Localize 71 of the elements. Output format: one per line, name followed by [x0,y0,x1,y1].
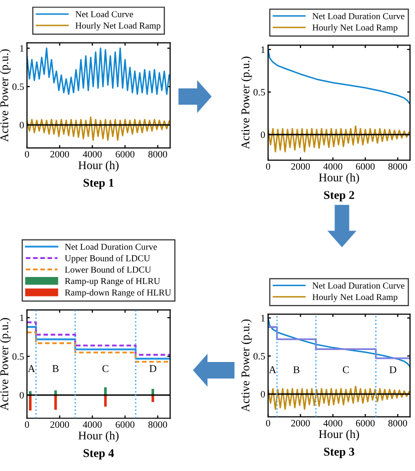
annotation: A [268,366,276,374]
y-tick-label: 0.5 [254,352,265,360]
text: Step 2 [324,191,354,202]
annotation: D [389,366,396,374]
y-tick-label: 1 [261,314,265,322]
x-tick-label: 6000 [356,420,375,426]
legend-label: Net Load Duration Curve [312,12,404,20]
legend-label: Upper Bound of LDCU [64,254,150,264]
y-tick-label: 0 [20,122,24,128]
legend-label: Hourly Net Load Ramp [312,24,398,32]
x-axis-title: Hour (h) [318,430,360,441]
annotation: B [293,366,300,374]
line-series [268,48,410,105]
x-axis-title: Hour (h) [78,431,119,442]
x-axis-title: Hour (h) [78,160,119,172]
bar [28,395,32,411]
y-tick-label: 0.5 [254,88,265,96]
line-series [26,116,170,141]
y-axis-title: Active Power (p.u.) [0,318,11,411]
legend-label: Ramp-up Range of HLRU [64,278,160,286]
annotation: D [149,365,156,372]
x-tick-label: 2000 [50,150,70,158]
x-axis-title: Hour (h) [318,173,360,184]
legend-label: Hourly Net Load Ramp [312,294,398,302]
x-tick-label: 0 [266,163,270,170]
y-axis-title: Active Power (p.u.) [241,56,252,150]
line-series [268,125,410,152]
legend-label: Ramp-down Range of HLRU [64,289,172,298]
text: Step 1 [84,178,114,190]
y-tick-label: 0 [260,132,265,138]
y-tick-label: 1 [261,46,265,53]
y-tick-label: 0 [260,390,265,398]
line-series [268,317,410,368]
text: Step 4 [84,449,114,460]
y-axis-title: Active Power (p.u.) [0,49,11,142]
annotation: C [342,366,349,374]
x-tick-label: 4000 [82,421,102,428]
y-tick-label: 0 [20,392,24,399]
y-tick-label: 0.5 [12,83,24,90]
x-tick-label: 2000 [291,420,310,426]
x-tick-label: 2000 [50,421,70,428]
x-tick-label: 6000 [116,421,134,428]
line-series [268,386,410,410]
bar [104,395,107,407]
annotation: A [28,365,36,372]
x-tick-label: 8000 [148,421,168,428]
legend-label: Net Load Duration Curve [312,282,404,289]
x-tick-label: 4000 [82,150,102,158]
x-tick-label: 8000 [148,150,168,158]
bar [54,395,57,410]
y-tick-label: 0.5 [12,353,24,360]
x-tick-label: 8000 [388,420,408,426]
x-tick-label: 6000 [116,150,134,158]
x-tick-label: 2000 [291,163,310,170]
line-series [26,48,170,95]
legend-label: Net Load Duration Curve [64,244,157,250]
x-tick-label: 6000 [356,163,375,170]
legend-label: Net Load Curve [75,10,134,18]
x-tick-label: 4000 [323,420,342,426]
annotation: C [102,365,108,372]
x-tick-label: 0 [24,421,30,428]
x-tick-label: 8000 [388,163,408,170]
legend-label: Lower Bound of LDCU [64,266,152,273]
legend-label: Hourly Net Load Ramp [75,22,160,31]
x-tick-label: 4000 [323,163,342,170]
annotation: B [52,365,59,372]
x-tick-label: 0 [266,420,270,426]
y-tick-label: 1 [20,314,24,322]
y-axis-title: Active Power (p.u.) [241,319,252,412]
text: Step 3 [324,448,354,458]
y-tick-label: 1 [20,45,24,52]
